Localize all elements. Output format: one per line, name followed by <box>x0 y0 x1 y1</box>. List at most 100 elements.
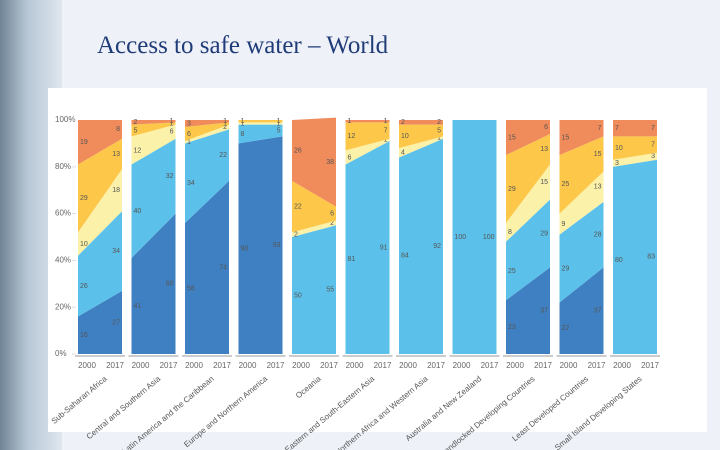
value-label: 23 <box>508 324 516 331</box>
value-label: 1 <box>277 120 281 127</box>
value-label: 3 <box>615 160 619 167</box>
value-label: 2 <box>437 119 441 126</box>
value-label: 25 <box>562 181 570 188</box>
y-tick-label: 40% <box>55 256 71 265</box>
area-segment <box>238 122 283 125</box>
value-label: 9 <box>562 221 566 228</box>
area-segment <box>399 136 443 158</box>
area-segment <box>185 129 229 223</box>
value-label: 8 <box>508 229 512 236</box>
x-tick-label: 2000 <box>453 361 471 370</box>
value-label: 84 <box>401 253 409 260</box>
value-label: 2 <box>223 124 227 131</box>
x-tick-label: 2000 <box>292 361 310 370</box>
value-label: 90 <box>241 246 249 253</box>
area-segment <box>399 124 443 149</box>
value-label: 22 <box>562 325 570 332</box>
value-label: 100 <box>483 234 495 241</box>
value-label: 6 <box>330 210 334 217</box>
y-tick-label: 100% <box>55 115 75 124</box>
area-segment <box>185 120 229 128</box>
area-segment <box>559 201 604 303</box>
area-segment <box>238 120 283 123</box>
value-label: 1 <box>170 120 174 127</box>
value-label: 3 <box>187 120 191 127</box>
value-label: 83 <box>647 254 655 261</box>
x-tick-label: 2017 <box>427 361 445 370</box>
value-label: 16 <box>80 332 88 339</box>
value-label: 19 <box>80 139 88 146</box>
value-label: 56 <box>187 285 195 292</box>
value-label: 91 <box>380 244 388 251</box>
value-label: 7 <box>615 125 619 132</box>
x-tick-label: 2000 <box>613 361 631 370</box>
area-segment <box>559 120 604 156</box>
x-tick-label: 2000 <box>185 361 203 370</box>
y-tick-label: 20% <box>55 302 71 311</box>
x-tick-label: 2017 <box>320 361 338 370</box>
value-label: 13 <box>112 151 120 158</box>
x-tick-label: 2017 <box>481 361 499 370</box>
value-label: 7 <box>651 141 655 148</box>
value-label: 10 <box>80 241 88 248</box>
area-segment <box>613 159 657 354</box>
y-tick-label: 0% <box>55 349 67 358</box>
x-tick-label: 2017 <box>213 361 231 370</box>
value-label: 1 <box>241 120 245 127</box>
value-label: 55 <box>326 286 334 293</box>
value-label: 13 <box>540 146 548 153</box>
area-segment <box>185 124 229 144</box>
value-label: 80 <box>615 257 623 264</box>
area-segment <box>506 120 550 156</box>
area-segment <box>345 141 390 354</box>
value-label: 32 <box>166 173 174 180</box>
x-tick-label: 2000 <box>78 361 96 370</box>
value-label: 60 <box>166 281 174 288</box>
x-tick-label: 2000 <box>132 361 150 370</box>
value-label: 2 <box>134 119 138 126</box>
value-label: 1 <box>241 118 245 125</box>
value-label: 15 <box>540 179 548 186</box>
area-segment <box>452 120 497 354</box>
x-tick-label: 2000 <box>506 361 524 370</box>
area-segment <box>131 120 176 125</box>
value-label: 7 <box>384 127 388 134</box>
x-tick-label: 2000 <box>346 361 364 370</box>
area-segment <box>345 120 390 123</box>
value-label: 29 <box>80 195 88 202</box>
value-label: 41 <box>134 303 142 310</box>
area-segment <box>131 122 176 137</box>
area-segment <box>292 180 336 233</box>
area-segment <box>238 124 283 144</box>
value-label: 1 <box>223 118 227 125</box>
x-tick-label: 2000 <box>239 361 257 370</box>
x-tick-label: 2000 <box>399 361 417 370</box>
value-label: 34 <box>112 248 120 255</box>
area-segment <box>185 122 229 142</box>
area-segment <box>78 211 122 317</box>
x-tick-label: 2000 <box>560 361 578 370</box>
value-label: 34 <box>187 180 195 187</box>
area-segment <box>613 136 657 160</box>
value-label: 15 <box>508 134 516 141</box>
x-tick-label: 2017 <box>641 361 659 370</box>
area-segment <box>292 220 336 237</box>
value-label: 1 <box>437 134 441 141</box>
value-label: 13 <box>594 184 602 191</box>
value-label: 1 <box>384 118 388 125</box>
area-segment <box>399 120 443 125</box>
area-segment <box>131 138 176 259</box>
y-tick-label: 80% <box>55 162 71 171</box>
value-label: 1 <box>170 118 174 125</box>
value-label: 38 <box>326 159 334 166</box>
value-label: 15 <box>594 151 602 158</box>
area-segment <box>506 164 550 242</box>
area-segment <box>399 138 443 354</box>
value-label: 26 <box>80 283 88 290</box>
value-label: 12 <box>348 133 356 140</box>
value-label: 3 <box>651 153 655 160</box>
x-tick-label: 2017 <box>106 361 124 370</box>
value-label: 40 <box>134 208 142 215</box>
